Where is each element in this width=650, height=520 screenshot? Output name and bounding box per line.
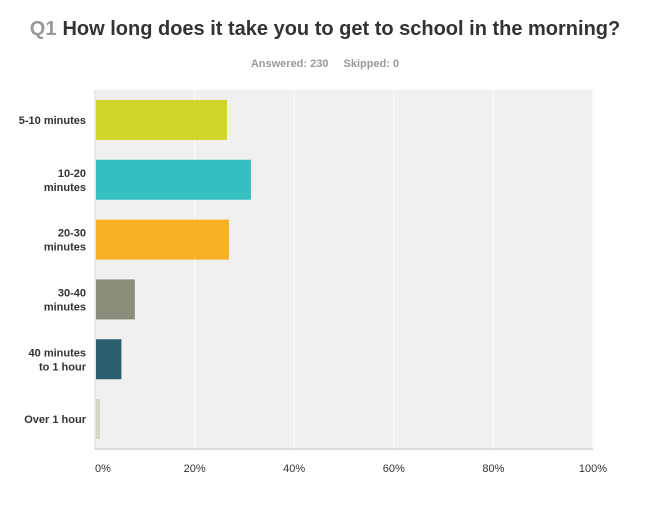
category-label: 20-30 minutes [44, 228, 86, 254]
x-tick-label: 20% [184, 463, 206, 475]
answered-count: Answered: 230 [250, 58, 329, 70]
bar [96, 159, 251, 200]
x-tick-label: 40% [283, 463, 305, 475]
x-tick-label: 80% [482, 463, 504, 475]
bar [96, 399, 100, 440]
category-label: 30-40 minutes [44, 287, 86, 313]
bar [96, 99, 227, 140]
chart-title: Q1 How long does it take you to get to sc… [0, 18, 650, 41]
skipped-count: Skipped: 0 [343, 58, 400, 70]
x-tick-label: 100% [579, 463, 607, 475]
category-label: 10-20 minutes [44, 168, 86, 194]
bar [96, 219, 229, 260]
category-label: 40 minutes to 1 hour [29, 347, 87, 373]
category-label: Over 1 hour [24, 414, 86, 426]
question-text: How long does it take you to get to scho… [62, 18, 621, 40]
x-tick-label: 60% [383, 463, 405, 475]
category-label: 5-10 minutes [19, 115, 86, 127]
x-tick-label: 0% [95, 463, 111, 475]
plot-area [95, 90, 593, 449]
bar [96, 279, 135, 320]
bar [96, 339, 122, 380]
question-number: Q1 [29, 18, 57, 40]
response-summary: Answered: 230 Skipped: 0 [0, 58, 650, 70]
